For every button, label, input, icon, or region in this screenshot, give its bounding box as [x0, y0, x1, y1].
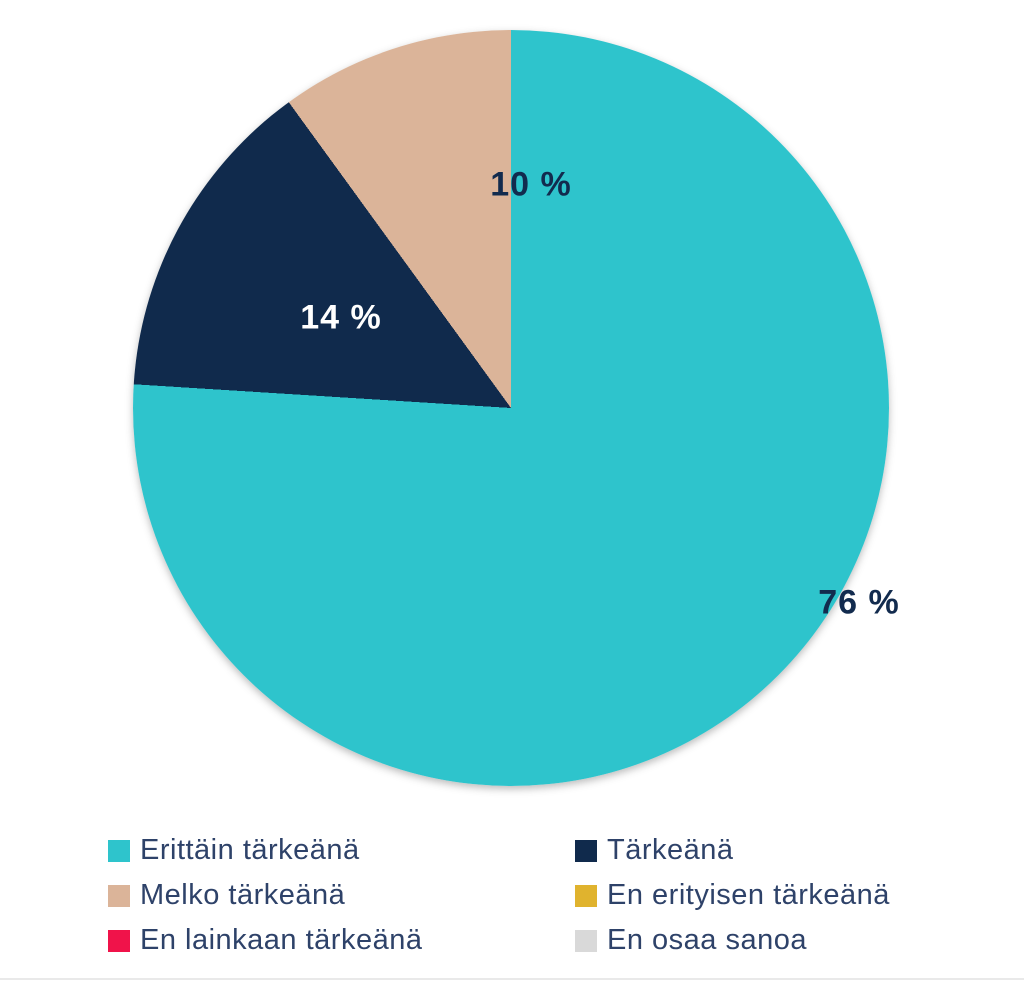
legend-swatch [108, 839, 130, 862]
legend-label: Tärkeänä [607, 834, 734, 866]
legend-item: En lainkaan tärkeänä [108, 924, 575, 957]
legend-item: En osaa sanoa [575, 924, 938, 957]
legend-label: En erityisen tärkeänä [607, 879, 890, 911]
legend-item: En erityisen tärkeänä [575, 879, 938, 912]
slice-value-label-tarkeana: 14 % [300, 298, 382, 337]
legend-swatch [575, 839, 597, 862]
slice-value-label-melko-tarkeana: 10 % [490, 165, 572, 204]
legend-swatch [108, 884, 130, 907]
bottom-divider [0, 978, 1024, 980]
chart-legend: Erittäin tärkeänä Tärkeänä Melko tärkeänä E… [108, 828, 938, 963]
legend-label: En lainkaan tärkeänä [140, 924, 423, 956]
legend-label: En osaa sanoa [607, 924, 807, 956]
legend-swatch [108, 929, 130, 952]
legend-label: Erittäin tärkeänä [140, 834, 360, 866]
legend-item: Erittäin tärkeänä [108, 834, 575, 867]
legend-swatch [575, 884, 597, 907]
legend-swatch [575, 929, 597, 952]
pie-chart: 76 % 14 % 10 % [133, 30, 899, 786]
slice-value-label-erittain-tarkeana: 76 % [818, 583, 900, 622]
legend-item: Tärkeänä [575, 834, 938, 867]
legend-item: Melko tärkeänä [108, 879, 575, 912]
legend-label: Melko tärkeänä [140, 879, 346, 911]
